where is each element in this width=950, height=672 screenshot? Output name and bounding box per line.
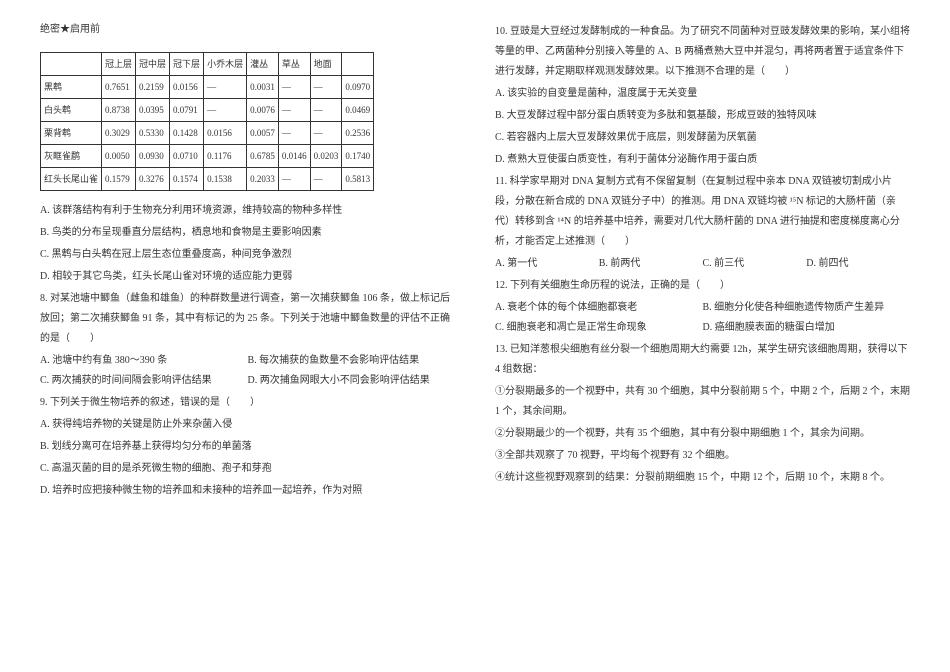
q11-option-d: D. 前四代: [806, 254, 910, 274]
cell: 0.3276: [136, 168, 170, 191]
cell: —: [278, 99, 310, 122]
cell: 0.5813: [342, 168, 374, 191]
q8-option-c: C. 两次捕获的时间间隔会影响评估结果: [40, 371, 248, 391]
table-row: 栗背鹎 0.3029 0.5330 0.1428 0.0156 0.0057 —…: [41, 122, 374, 145]
cell: —: [278, 122, 310, 145]
q8-option-b: B. 每次捕获的鱼数量不会影响评估结果: [248, 351, 456, 371]
cell: 0.0156: [204, 122, 247, 145]
cell: —: [310, 122, 342, 145]
cell: 0.7651: [102, 76, 136, 99]
q11-option-c: C. 前三代: [703, 254, 807, 274]
table-row: 黑鹎 0.7651 0.2159 0.0156 — 0.0031 — — 0.0…: [41, 76, 374, 99]
cell: 0.5330: [136, 122, 170, 145]
cell: 0.2033: [247, 168, 279, 191]
q9-option-d: D. 培养时应把接种微生物的培养皿和未接种的培养皿一起培养，作为对照: [40, 481, 455, 501]
cell: 0.0970: [342, 76, 374, 99]
q10-option-b: B. 大豆发酵过程中部分蛋白质转变为多肽和氨基酸，形成豆豉的独特风味: [495, 106, 910, 126]
q11-option-a: A. 第一代: [495, 254, 599, 274]
q13-stem: 13. 已知洋葱根尖细胞有丝分裂一个细胞周期大约需要 12h，某学生研究该细胞周…: [495, 340, 910, 380]
cell: 0.1428: [170, 122, 204, 145]
q10-option-a: A. 该实验的自变量是菌种，温度属于无关变量: [495, 84, 910, 104]
q13-data-1: ①分裂期最多的一个视野中，共有 30 个细胞，其中分裂前期 5 个，中期 2 个…: [495, 382, 910, 422]
q12-stem: 12. 下列有关细胞生命历程的说法，正确的是（ ）: [495, 276, 910, 296]
cell: —: [310, 168, 342, 191]
bird-distribution-table: 冠上层 冠中层 冠下层 小乔木层 灌丛 草丛 地面 黑鹎 0.7651 0.21…: [40, 52, 374, 191]
th-c5: 灌丛: [247, 53, 279, 76]
cell: 0.3029: [102, 122, 136, 145]
cell: —: [204, 99, 247, 122]
q7-option-c: C. 黑鹎与白头鹎在冠上层生态位重叠度高，种间竞争激烈: [40, 245, 455, 265]
cell: 0.6785: [247, 145, 279, 168]
q7-option-b: B. 鸟类的分布呈现垂直分层结构，栖息地和食物是主要影响因素: [40, 223, 455, 243]
cell: 0.0395: [136, 99, 170, 122]
th-blank: [41, 53, 102, 76]
cell: 0.8738: [102, 99, 136, 122]
q8-stem: 8. 对某池塘中鲫鱼（雌鱼和雄鱼）的种群数量进行调查，第一次捕获鲫鱼 106 条…: [40, 289, 455, 349]
q13-data-3: ③全部共观察了 70 视野，平均每个视野有 32 个细胞。: [495, 446, 910, 466]
cell: 0.0203: [310, 145, 342, 168]
q11-stem: 11. 科学家早期对 DNA 复制方式有不保留复制（在复制过程中亲本 DNA 双…: [495, 172, 910, 252]
q12-option-a: A. 衰老个体的每个体细胞都衰老: [495, 298, 703, 318]
th-c6: 草丛: [278, 53, 310, 76]
q7-option-d: D. 相较于其它鸟类，红头长尾山雀对环境的适应能力更弱: [40, 267, 455, 287]
q8-option-a: A. 池塘中约有鱼 380～390 条: [40, 351, 248, 371]
cell: 0.0031: [247, 76, 279, 99]
cell: —: [204, 76, 247, 99]
th-c2: 冠中层: [136, 53, 170, 76]
confidential-header: 绝密★启用前: [40, 20, 455, 40]
cell: 黑鹎: [41, 76, 102, 99]
q9-option-c: C. 高温灭菌的目的是杀死微生物的细胞、孢子和芽孢: [40, 459, 455, 479]
q7-option-a: A. 该群落结构有利于生物充分利用环境资源，维持较高的物种多样性: [40, 201, 455, 221]
cell: —: [278, 76, 310, 99]
q13-data-4: ④统计这些视野观察到的结果：分裂前期细胞 15 个，中期 12 个，后期 10 …: [495, 468, 910, 488]
th-c7: 地面: [310, 53, 342, 76]
q8-option-d: D. 两次捕鱼网眼大小不同会影响评估结果: [248, 371, 456, 391]
q10-option-d: D. 煮熟大豆使蛋白质变性，有利于菌体分泌酶作用于蛋白质: [495, 150, 910, 170]
q10-option-c: C. 若容器内上层大豆发酵效果优于底层，则发酵菌为厌氧菌: [495, 128, 910, 148]
cell: 栗背鹎: [41, 122, 102, 145]
cell: 白头鹎: [41, 99, 102, 122]
cell: 0.0076: [247, 99, 279, 122]
cell: 0.0156: [170, 76, 204, 99]
cell: 0.0469: [342, 99, 374, 122]
cell: 灰眶雀鹛: [41, 145, 102, 168]
cell: —: [278, 168, 310, 191]
table-header-row: 冠上层 冠中层 冠下层 小乔木层 灌丛 草丛 地面: [41, 53, 374, 76]
cell: 0.0710: [170, 145, 204, 168]
cell: 0.2536: [342, 122, 374, 145]
cell: 0.0050: [102, 145, 136, 168]
q12-option-b: B. 细胞分化使各种细胞遗传物质产生差异: [703, 298, 911, 318]
table-row: 白头鹎 0.8738 0.0395 0.0791 — 0.0076 — — 0.…: [41, 99, 374, 122]
q11-option-b: B. 前两代: [599, 254, 703, 274]
cell: 0.1574: [170, 168, 204, 191]
cell: 0.0791: [170, 99, 204, 122]
q10-stem: 10. 豆豉是大豆经过发酵制成的一种食品。为了研究不同菌种对豆豉发酵效果的影响，…: [495, 22, 910, 82]
q13-data-2: ②分裂期最少的一个视野，共有 35 个细胞，其中有分裂中期细胞 1 个，其余为间…: [495, 424, 910, 444]
cell: 0.1740: [342, 145, 374, 168]
cell: —: [310, 76, 342, 99]
q9-option-b: B. 划线分离可在培养基上获得均匀分布的单菌落: [40, 437, 455, 457]
q9-stem: 9. 下列关于微生物培养的叙述，错误的是（ ）: [40, 393, 455, 413]
cell: 0.1579: [102, 168, 136, 191]
cell: 0.1538: [204, 168, 247, 191]
th-c4: 小乔木层: [204, 53, 247, 76]
q9-option-a: A. 获得纯培养物的关键是防止外来杂菌入侵: [40, 415, 455, 435]
table-row: 红头长尾山雀 0.1579 0.3276 0.1574 0.1538 0.203…: [41, 168, 374, 191]
table-row: 灰眶雀鹛 0.0050 0.0930 0.0710 0.1176 0.6785 …: [41, 145, 374, 168]
q12-option-d: D. 癌细胞膜表面的糖蛋白增加: [703, 318, 911, 338]
th-c1: 冠上层: [102, 53, 136, 76]
th-c3: 冠下层: [170, 53, 204, 76]
cell: 红头长尾山雀: [41, 168, 102, 191]
cell: 0.0057: [247, 122, 279, 145]
cell: 0.0146: [278, 145, 310, 168]
cell: —: [310, 99, 342, 122]
cell: 0.2159: [136, 76, 170, 99]
q12-option-c: C. 细胞衰老和凋亡是正常生命现象: [495, 318, 703, 338]
cell: 0.0930: [136, 145, 170, 168]
th-c8: [342, 53, 374, 76]
cell: 0.1176: [204, 145, 247, 168]
